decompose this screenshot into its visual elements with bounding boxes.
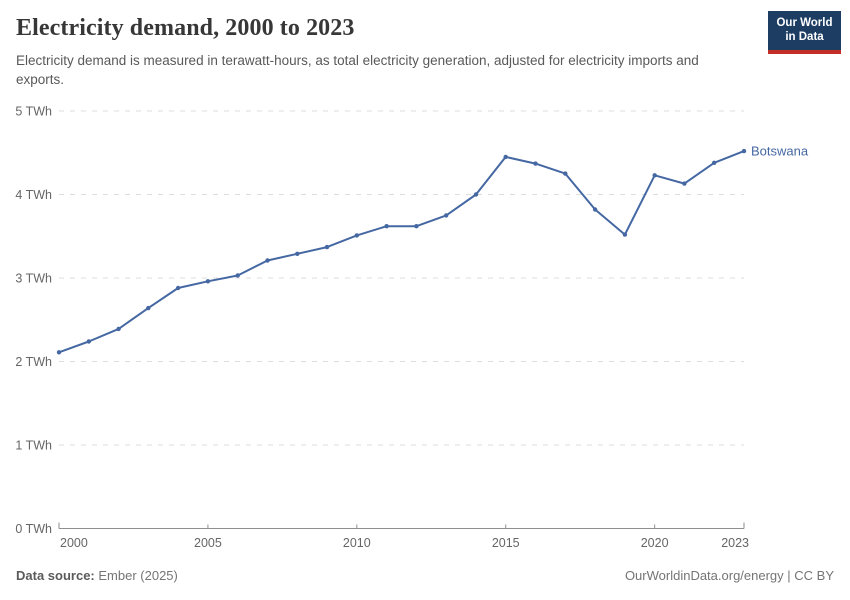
y-tick-label: 2 TWh: [15, 355, 52, 369]
owid-logo-line1: Our World: [776, 16, 833, 29]
data-point[interactable]: [563, 171, 568, 176]
y-tick-label: 1 TWh: [15, 439, 52, 453]
data-point[interactable]: [414, 224, 419, 229]
x-tick-label: 2020: [641, 536, 669, 550]
data-point[interactable]: [265, 258, 270, 263]
data-source: Data source: Ember (2025): [16, 568, 178, 583]
owid-logo-line2: in Data: [785, 30, 824, 43]
data-point[interactable]: [384, 224, 389, 229]
data-point[interactable]: [652, 173, 657, 178]
x-tick-label: 2015: [492, 536, 520, 550]
chart-subtitle: Electricity demand is measured in terawa…: [16, 53, 699, 87]
y-tick-label: 0 TWh: [15, 522, 52, 536]
x-tick-label: 2010: [343, 536, 371, 550]
data-point[interactable]: [116, 326, 121, 332]
data-point[interactable]: [205, 279, 211, 284]
y-tick-label: 5 TWh: [15, 105, 52, 119]
data-point[interactable]: [324, 244, 330, 250]
data-point[interactable]: [682, 181, 687, 186]
y-tick-label: 3 TWh: [15, 272, 52, 286]
data-point[interactable]: [235, 273, 240, 278]
data-point[interactable]: [295, 251, 300, 256]
data-point[interactable]: [503, 154, 508, 160]
data-point[interactable]: [592, 207, 598, 212]
series-end-label[interactable]: Botswana: [751, 144, 809, 159]
attribution-link[interactable]: OurWorldinData.org/energy | CC BY: [624, 568, 834, 583]
x-tick-label: 2023: [721, 536, 749, 550]
page-title: Electricity demand, 2000 to 2023: [16, 15, 355, 41]
data-point[interactable]: [712, 160, 717, 165]
data-point[interactable]: [86, 339, 92, 344]
data-point[interactable]: [741, 148, 747, 154]
data-point[interactable]: [175, 285, 181, 291]
data-point[interactable]: [56, 350, 62, 355]
data-point[interactable]: [533, 161, 538, 166]
y-tick-label: 4 TWh: [15, 188, 52, 202]
x-tick-label: 2000: [60, 536, 88, 550]
owid-logo[interactable]: Our World in Data: [768, 11, 841, 54]
data-point[interactable]: [146, 305, 151, 311]
data-point[interactable]: [444, 213, 449, 218]
x-tick-label: 2005: [194, 536, 222, 550]
data-point[interactable]: [354, 233, 359, 238]
data-source-value[interactable]: Ember (2025): [98, 568, 178, 583]
data-point[interactable]: [622, 232, 628, 237]
data-line-botswana[interactable]: [58, 150, 745, 354]
data-source-label: Data source:: [16, 568, 95, 583]
data-point[interactable]: [473, 192, 479, 197]
